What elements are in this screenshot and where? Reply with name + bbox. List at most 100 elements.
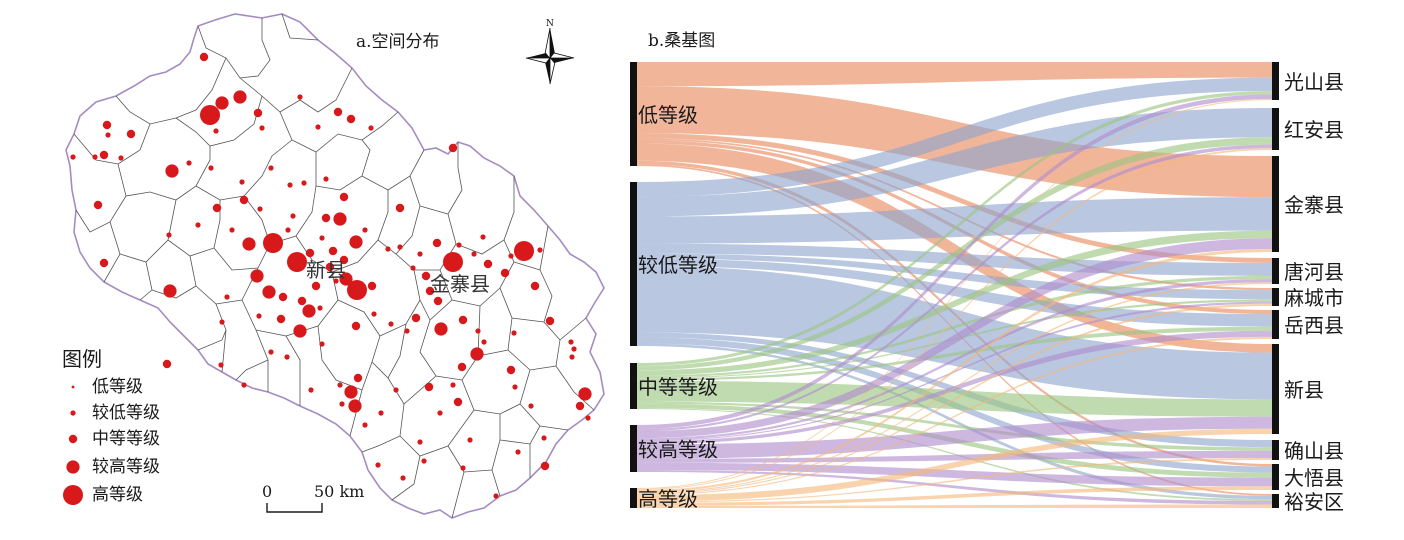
village-point: [276, 314, 286, 324]
village-point: [337, 382, 343, 388]
village-point: [456, 242, 462, 248]
village-point: [166, 232, 172, 238]
village-point: [400, 475, 406, 481]
village-point: [395, 203, 405, 213]
county-node-label: 确山县: [1284, 439, 1344, 463]
sankey-flow: [637, 144, 1272, 432]
study-area-boundary: [65, 13, 605, 519]
scale-start-label: 0: [262, 482, 272, 501]
sankey-flow: [637, 401, 1272, 451]
sankey-flow: [637, 462, 1272, 487]
sankey-flow: [637, 450, 1272, 463]
village-point: [578, 387, 592, 401]
county-node: [1272, 156, 1279, 252]
village-point: [186, 160, 192, 166]
sankey-flow: [637, 248, 1272, 493]
village-point: [541, 435, 547, 441]
village-point: [362, 227, 368, 233]
scale-bar: 0 50 km: [262, 482, 364, 513]
village-point: [571, 346, 577, 352]
village-point: [92, 154, 98, 160]
village-point: [229, 227, 235, 233]
village-point: [346, 114, 356, 124]
village-point: [511, 330, 517, 336]
village-point: [297, 94, 303, 100]
sankey-diagram: 低等级 较低等级 中等等级 较高等级 高等级 光山县 红安县 金寨县 唐河县 麻城市 岳西县 新县确…: [620, 0, 1404, 536]
county-node-label: 光山县: [1284, 70, 1344, 94]
county-node-label: 麻城市: [1284, 286, 1344, 310]
county-node: [1272, 440, 1279, 460]
village-point: [339, 192, 349, 202]
county-node-label: 裕安区: [1284, 490, 1344, 514]
county-node-label: 金寨县: [1284, 193, 1344, 217]
village-point: [481, 339, 487, 345]
village-point: [200, 105, 220, 125]
county-label-xinxian: 新县: [306, 258, 346, 282]
legend-symbol: [71, 385, 75, 389]
village-point: [126, 129, 136, 139]
village-point: [311, 281, 321, 291]
village-point: [425, 286, 435, 296]
county-node-label: 岳西县: [1284, 314, 1344, 338]
legend-title: 图例: [62, 347, 102, 371]
sankey-flow: [637, 148, 1272, 491]
village-point: [421, 271, 431, 281]
sankey-flow: [637, 98, 1272, 490]
village-point: [224, 294, 230, 300]
village-point: [215, 96, 229, 110]
village-point: [433, 296, 443, 306]
village-point: [434, 322, 448, 336]
village-point: [378, 410, 384, 416]
sankey-flow: [637, 238, 1272, 439]
legend-item-label: 较低等级: [92, 403, 160, 423]
legend-item-label: 中等等级: [92, 429, 160, 449]
level-node: [630, 363, 637, 409]
village-point: [285, 227, 291, 233]
village-point: [195, 222, 201, 228]
village-point: [305, 248, 315, 258]
village-point: [99, 150, 109, 160]
sankey-flow: [637, 94, 1272, 430]
village-point: [256, 313, 262, 319]
village-point: [368, 125, 374, 131]
village-point: [333, 212, 347, 226]
village-point: [70, 154, 76, 160]
village-point: [506, 365, 516, 375]
north-arrow-icon: N: [525, 19, 575, 85]
village-point: [353, 373, 363, 383]
village-point: [530, 281, 540, 291]
sankey-flow: [637, 428, 1272, 502]
village-points: [70, 52, 592, 499]
village-point: [165, 164, 179, 178]
county-node: [1272, 310, 1279, 339]
village-point: [301, 180, 307, 186]
county-node: [1272, 288, 1279, 306]
village-point: [349, 235, 363, 249]
sankey-flow: [637, 62, 1272, 87]
village-point: [339, 255, 349, 265]
sankey-flow: [637, 143, 1272, 353]
village-point: [344, 385, 358, 399]
village-point: [458, 315, 468, 325]
village-point: [411, 313, 421, 323]
village-point: [233, 90, 247, 104]
level-node: [630, 425, 637, 472]
village-point: [512, 384, 518, 390]
legend-symbol: [66, 460, 80, 474]
village-point: [483, 259, 493, 269]
village-point: [480, 234, 486, 240]
village-point: [575, 401, 585, 411]
north-label: N: [546, 19, 554, 29]
village-point: [475, 328, 481, 334]
sankey-flow: [637, 77, 1272, 197]
village-point: [297, 296, 307, 306]
village-point: [262, 285, 276, 299]
village-point: [333, 278, 339, 284]
village-point: [242, 237, 256, 251]
sankey-flow: [637, 133, 1272, 263]
level-node-label: 低等级: [638, 103, 698, 127]
village-point: [432, 238, 442, 248]
village-point: [250, 269, 264, 283]
